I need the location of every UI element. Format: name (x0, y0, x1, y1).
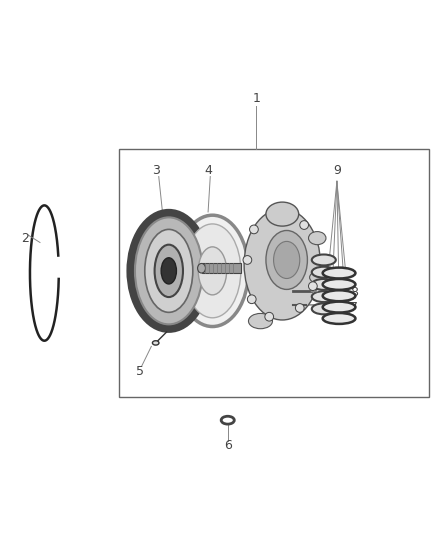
Ellipse shape (266, 230, 307, 289)
Bar (201, 263, 241, 273)
Circle shape (265, 312, 274, 321)
Text: 6: 6 (224, 439, 232, 452)
Text: 7: 7 (350, 302, 358, 314)
Ellipse shape (161, 258, 177, 284)
Ellipse shape (248, 313, 272, 329)
Circle shape (308, 282, 317, 290)
Ellipse shape (145, 229, 193, 312)
Circle shape (247, 295, 256, 304)
Ellipse shape (266, 202, 299, 226)
Ellipse shape (244, 208, 321, 320)
Ellipse shape (312, 254, 336, 265)
Text: 2: 2 (21, 232, 28, 245)
Ellipse shape (184, 224, 241, 318)
Ellipse shape (135, 217, 203, 325)
Ellipse shape (312, 279, 336, 290)
Text: 8: 8 (350, 286, 358, 299)
Ellipse shape (308, 231, 326, 245)
Ellipse shape (323, 290, 356, 301)
Circle shape (243, 256, 252, 264)
Ellipse shape (312, 291, 336, 302)
Ellipse shape (152, 341, 159, 345)
Text: 5: 5 (136, 365, 145, 378)
Text: 3: 3 (152, 164, 159, 177)
Circle shape (300, 221, 308, 229)
Bar (119, 149, 428, 398)
Ellipse shape (198, 247, 226, 295)
Ellipse shape (155, 245, 183, 297)
Ellipse shape (323, 302, 356, 312)
Ellipse shape (274, 241, 300, 279)
Circle shape (295, 304, 304, 312)
Text: 1: 1 (252, 92, 260, 105)
Ellipse shape (323, 279, 356, 290)
Ellipse shape (323, 268, 356, 279)
Ellipse shape (310, 272, 325, 283)
Text: 9: 9 (333, 164, 341, 177)
Ellipse shape (198, 263, 205, 273)
Text: 4: 4 (204, 164, 212, 177)
Ellipse shape (177, 215, 248, 327)
Ellipse shape (131, 213, 207, 329)
Ellipse shape (323, 313, 356, 324)
Ellipse shape (312, 266, 336, 278)
Circle shape (250, 225, 258, 234)
Ellipse shape (312, 303, 336, 314)
